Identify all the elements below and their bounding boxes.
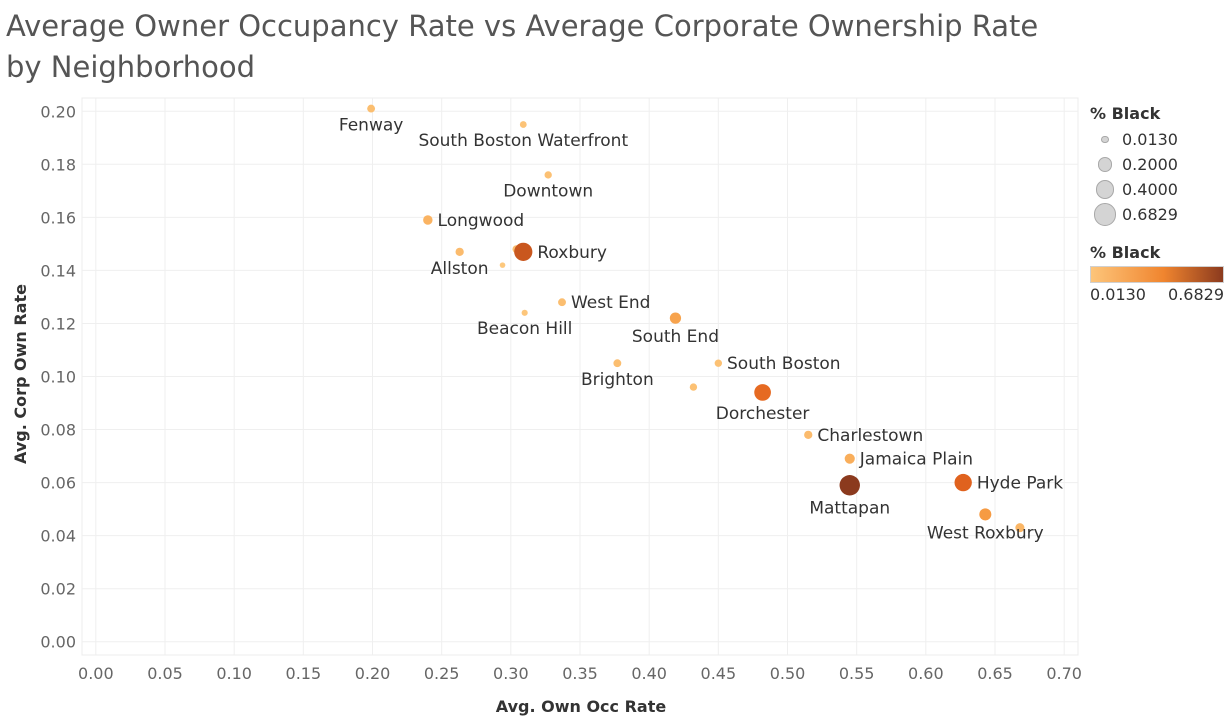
scatter-point[interactable] [455,247,464,256]
point-label: South Boston [727,354,841,374]
y-tick-label: 0.20 [40,102,76,121]
y-axis-title: Avg. Corp Own Rate [11,284,30,464]
x-tick-label: 0.00 [78,664,114,683]
point-label: Longwood [438,211,525,231]
x-tick-label: 0.60 [908,664,944,683]
scatter-point[interactable] [689,383,698,391]
x-tick-label: 0.55 [839,664,875,683]
data-points [367,104,1025,533]
y-tick-label: 0.02 [40,580,76,599]
scatter-point[interactable] [669,312,682,324]
y-tick-label: 0.14 [40,261,76,280]
scatter-point[interactable] [979,508,992,521]
x-tick-label: 0.20 [355,664,391,683]
scatter-point[interactable] [1015,523,1025,533]
point-label: Mattapan [809,498,890,518]
x-tick-label: 0.35 [562,664,598,683]
size-legend-dot [1090,157,1120,172]
size-legend-title: % Black [1090,104,1161,123]
scatter-point[interactable] [519,121,527,128]
x-tick-label: 0.70 [1046,664,1082,683]
scatter-point[interactable] [423,215,433,225]
color-gradient-bar [1090,266,1224,283]
point-label: Roxbury [537,243,607,263]
y-tick-label: 0.08 [40,421,76,440]
scatter-point[interactable] [844,453,855,464]
scatter-point[interactable] [544,171,552,179]
point-label: Allston [431,259,489,279]
size-legend-item: 0.0130 [1090,127,1229,152]
scatter-point[interactable] [804,430,813,440]
point-label: West End [571,293,651,313]
point-label: West Roxbury [927,523,1044,543]
scatter-point[interactable] [839,475,860,496]
scatter-point[interactable] [514,242,533,261]
y-tick-label: 0.18 [40,155,76,174]
x-tick-label: 0.25 [424,664,460,683]
point-labels: Fenway South Boston Waterfront Downtown Lon… [339,116,1063,544]
scatter-point[interactable] [521,309,528,316]
y-tick-label: 0.16 [40,208,76,227]
scatter-point[interactable] [754,384,771,401]
point-label: Charlestown [817,426,923,446]
size-legend-label: 0.4000 [1122,180,1178,199]
size-legend-dot [1090,180,1120,199]
x-tick-label: 0.45 [701,664,737,683]
y-tick-label: 0.10 [40,368,76,387]
size-legend-item: 0.2000 [1090,152,1229,177]
x-tick-label: 0.10 [216,664,252,683]
size-legend-dot [1090,203,1120,226]
scatter-point[interactable] [499,262,506,268]
y-tick-label: 0.06 [40,474,76,493]
point-label: Fenway [339,116,403,136]
point-label: Hyde Park [977,474,1063,494]
grid-lines [81,97,1079,656]
x-tick-label: 0.50 [770,664,806,683]
y-tick-label: 0.04 [40,527,76,546]
x-tick-label: 0.65 [977,664,1013,683]
point-label: Dorchester [716,404,810,424]
color-legend-max: 0.6829 [1168,285,1224,304]
color-legend-title: % Black [1090,243,1161,262]
chart-title: Average Owner Occupancy Rate vs Average … [6,9,1039,84]
scatter-point[interactable] [558,298,566,307]
x-tick-label: 0.40 [631,664,667,683]
x-tick-labels: 0.00 0.05 0.10 0.15 0.20 0.25 0.30 0.35 0.40 0.45… [78,664,1082,683]
point-label: South Boston Waterfront [418,131,628,151]
y-tick-labels: 0.00 0.02 0.04 0.06 0.08 0.10 0.12 0.14 0.16 0.18… [40,102,76,651]
x-tick-label: 0.05 [147,664,183,683]
scatter-point[interactable] [714,359,723,367]
size-legend-label: 0.6829 [1122,205,1178,224]
x-tick-label: 0.30 [493,664,529,683]
size-legend-dot [1090,135,1120,144]
point-label: Downtown [503,182,593,202]
scatter-point[interactable] [613,359,622,368]
scatter-point[interactable] [954,473,972,492]
size-legend: 0.0130 0.2000 0.4000 0.6829 [1090,127,1229,227]
point-label: Beacon Hill [477,319,572,339]
size-legend-item: 0.4000 [1090,177,1229,202]
point-label: Jamaica Plain [859,450,973,470]
x-tick-label: 0.15 [286,664,322,683]
scatter-point[interactable] [367,104,376,113]
point-label: Brighton [581,370,654,390]
legend: % Black 0.0130 0.2000 0.4000 0.6829 % Black… [1090,104,1229,304]
size-legend-label: 0.2000 [1122,155,1178,174]
point-label: South End [632,327,719,347]
y-tick-label: 0.00 [40,633,76,652]
size-legend-item: 0.6829 [1090,202,1229,227]
y-tick-label: 0.12 [40,314,76,333]
x-axis-title: Avg. Own Occ Rate [496,697,667,716]
color-legend-min: 0.0130 [1090,285,1146,304]
size-legend-label: 0.0130 [1122,130,1178,149]
